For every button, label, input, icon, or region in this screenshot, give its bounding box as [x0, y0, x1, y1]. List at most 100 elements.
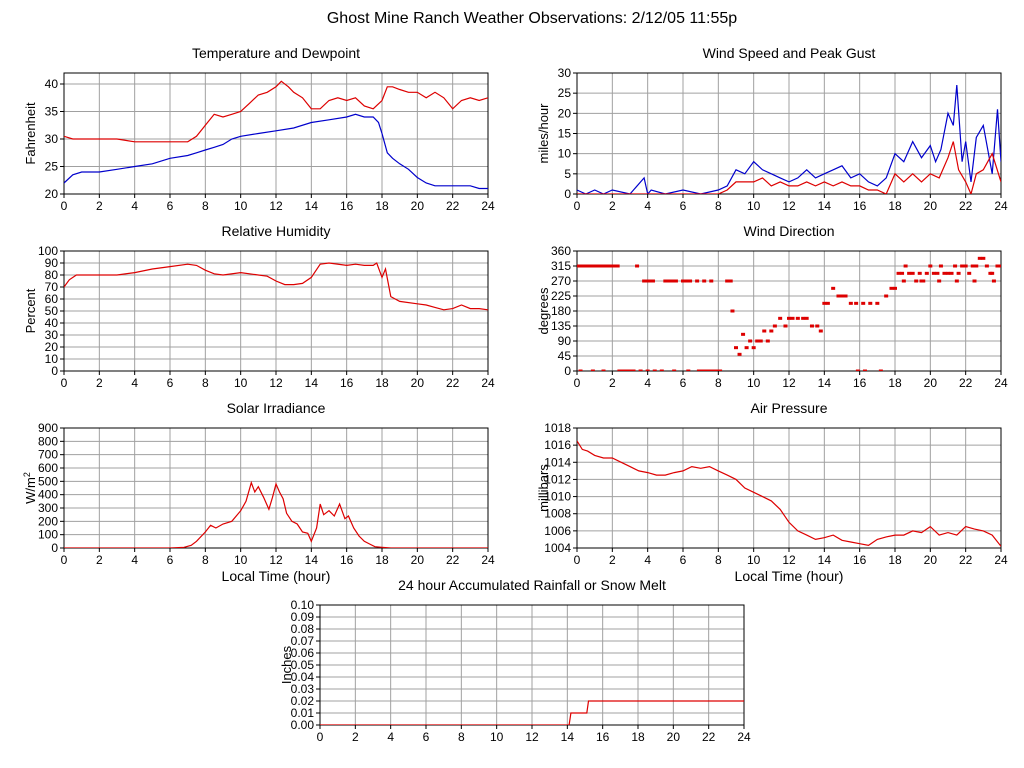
- data-point: [650, 279, 655, 283]
- x-tick-label: 18: [375, 199, 389, 213]
- data-point: [917, 271, 922, 275]
- y-tick-label: 1008: [544, 507, 571, 521]
- chart-pressure: 0 2 4 6 8 10 12 14 16 18 20 22 241004100610081010101…: [536, 400, 1008, 584]
- series-line-0: [64, 80, 488, 143]
- y-tick-label: 80: [45, 268, 59, 282]
- x-tick-label: 16: [340, 376, 354, 390]
- data-point: [938, 264, 943, 268]
- data-point: [848, 301, 853, 305]
- data-point: [580, 264, 585, 268]
- x-tick-label: 10: [234, 199, 248, 213]
- y-axis-label-text: miles/hour: [536, 103, 551, 164]
- chart-title: Wind Direction: [743, 223, 834, 239]
- series-line-0: [64, 480, 488, 548]
- series-group: [577, 256, 1001, 371]
- x-tick-label: 8: [202, 376, 209, 390]
- y-tick-label: 25: [45, 160, 59, 174]
- data-point: [910, 271, 915, 275]
- y-tick-label: 180: [551, 304, 571, 318]
- x-tick-label: 10: [747, 199, 761, 213]
- data-point: [875, 301, 880, 305]
- x-tick-label: 2: [96, 553, 103, 567]
- y-tick-label: 800: [38, 434, 58, 448]
- data-point: [963, 264, 968, 268]
- x-tick-label: 18: [888, 199, 902, 213]
- data-point: [730, 309, 735, 313]
- x-tick-label: 24: [481, 199, 495, 213]
- y-axis-label-text: W/m: [23, 477, 38, 504]
- x-tick-label: 4: [644, 199, 651, 213]
- data-point: [884, 294, 889, 298]
- x-tick-label: 10: [747, 376, 761, 390]
- data-point: [772, 324, 777, 328]
- data-point: [970, 264, 975, 268]
- y-tick-label: 0: [564, 187, 571, 201]
- y-tick-label: 0.08: [291, 622, 315, 636]
- y-tick-label: 900: [38, 421, 58, 435]
- x-tick-label: 22: [959, 376, 973, 390]
- series-line-0: [64, 262, 488, 311]
- chart-rain: 0 2 4 6 8 10 12 14 16 18 20 22 240.000.010.020.030.0…: [279, 577, 751, 744]
- data-point: [590, 369, 595, 371]
- x-tick-label: 22: [446, 199, 460, 213]
- y-tick-label: 270: [551, 274, 571, 288]
- x-tick-label: 24: [994, 553, 1008, 567]
- x-tick-label: 4: [131, 376, 138, 390]
- data-point: [931, 271, 936, 275]
- y-tick-label: 1010: [544, 490, 571, 504]
- data-point: [928, 264, 933, 268]
- y-tick-label: 300: [38, 501, 58, 515]
- series-line-1: [64, 113, 488, 190]
- y-tick-label: 200: [38, 514, 58, 528]
- data-point: [700, 369, 705, 371]
- x-tick-label: 10: [490, 730, 504, 744]
- chart-humidity: 0 2 4 6 8 10 12 14 16 18 20 22 240102030405060708090…: [23, 223, 495, 390]
- x-tick-label: 20: [411, 553, 425, 567]
- y-tick-label: 90: [558, 334, 572, 348]
- data-point: [666, 279, 671, 283]
- y-tick-label: 20: [558, 106, 572, 120]
- x-tick-label: 4: [387, 730, 394, 744]
- data-point: [977, 256, 982, 260]
- series-group: [577, 85, 1001, 194]
- x-tick-label: 8: [715, 199, 722, 213]
- y-tick-label: 500: [38, 474, 58, 488]
- data-point: [612, 264, 617, 268]
- y-tick-label: 0: [51, 541, 58, 555]
- x-tick-label: 8: [458, 730, 465, 744]
- y-tick-label: 1004: [544, 541, 571, 555]
- y-tick-label: 90: [45, 256, 59, 270]
- y-tick-label: 35: [45, 105, 59, 119]
- y-tick-label: 700: [38, 448, 58, 462]
- data-point: [831, 286, 836, 290]
- y-axis-label: degrees: [536, 287, 551, 334]
- y-tick-label: 0.05: [291, 658, 315, 672]
- data-point: [804, 316, 809, 320]
- series-group: [64, 262, 488, 311]
- y-tick-label: 30: [45, 132, 59, 146]
- y-tick-label: 15: [558, 127, 572, 141]
- series-line-0: [320, 700, 744, 725]
- y-tick-label: 360: [551, 244, 571, 258]
- chart-temperature: 0 2 4 6 8 10 12 14 16 18 20 22 242025303540Temperatu…: [23, 45, 495, 213]
- y-tick-label: 25: [558, 86, 572, 100]
- x-tick-label: 14: [818, 553, 832, 567]
- data-point: [695, 279, 700, 283]
- x-tick-label: 8: [202, 553, 209, 567]
- data-point: [714, 369, 719, 371]
- data-point: [681, 279, 685, 283]
- data-point: [942, 271, 947, 275]
- data-point: [972, 279, 977, 283]
- data-point: [608, 264, 613, 268]
- data-point: [684, 279, 689, 283]
- x-tick-label: 10: [234, 553, 248, 567]
- data-point: [670, 279, 675, 283]
- chart-title: Solar Irradiance: [227, 400, 326, 416]
- data-point: [635, 264, 640, 268]
- x-tick-label: 6: [423, 730, 430, 744]
- data-point: [620, 369, 625, 371]
- data-point: [795, 316, 800, 320]
- data-point: [587, 264, 592, 268]
- data-point: [901, 279, 906, 283]
- x-tick-label: 16: [596, 730, 610, 744]
